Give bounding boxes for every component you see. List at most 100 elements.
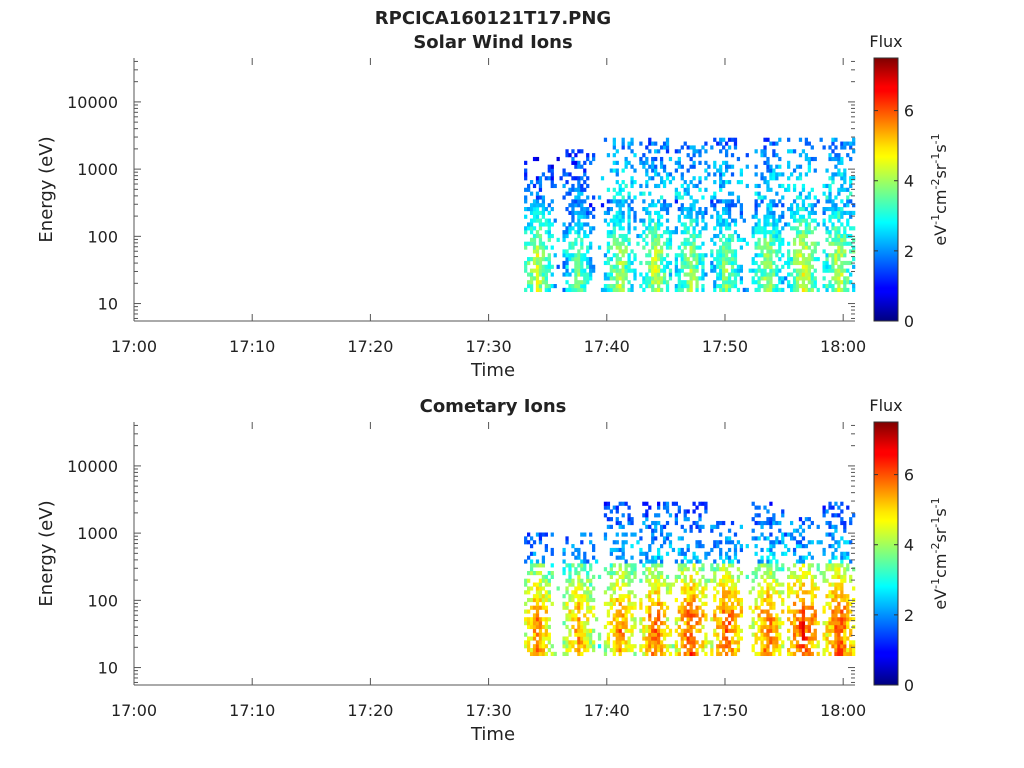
spectrogram-cell <box>686 260 690 266</box>
spectrogram-cell <box>550 551 554 556</box>
spectrogram-cell <box>837 648 841 653</box>
spectrogram-cell <box>727 563 732 568</box>
spectrogram-cell <box>843 624 847 630</box>
spectrogram-cell <box>804 517 809 522</box>
spectrogram-cell <box>686 594 690 599</box>
spectrogram-cell <box>837 601 841 606</box>
spectrogram-cell <box>674 644 678 649</box>
spectrogram-cell <box>733 260 738 266</box>
spectrogram-cell <box>831 536 835 541</box>
spectrogram-cell <box>724 578 729 583</box>
spectrogram-cell <box>843 176 847 181</box>
spectrogram-cell <box>819 540 823 545</box>
spectrogram-cell <box>665 520 670 526</box>
spectrogram-cell <box>807 648 811 653</box>
spectrogram-cell <box>807 214 811 219</box>
spectrogram-cell <box>727 241 732 246</box>
spectrogram-cell <box>772 571 776 576</box>
spectrogram-cell <box>781 590 785 595</box>
spectrogram-cell <box>810 590 814 595</box>
spectrogram-cell <box>852 257 856 262</box>
spectrogram-cell <box>624 609 628 614</box>
spectrogram-cell <box>665 207 670 212</box>
spectrogram-cell <box>586 260 590 266</box>
spectrogram-cell <box>837 567 841 572</box>
spectrogram-cell <box>804 137 809 142</box>
spectrogram-cell <box>621 648 625 653</box>
spectrogram-cell <box>686 586 690 591</box>
spectrogram-cell <box>532 156 537 162</box>
spectrogram-cell <box>846 605 850 610</box>
spectrogram-cell <box>562 636 566 641</box>
spectrogram-cell <box>724 571 729 576</box>
spectrogram-cell <box>810 156 814 162</box>
spectrogram-cell <box>677 284 681 289</box>
spectrogram-cell <box>754 272 758 277</box>
spectrogram-cell <box>535 176 540 181</box>
spectrogram-cell <box>577 218 581 223</box>
spectrogram-cell <box>852 513 856 518</box>
spectrogram-cell <box>609 605 613 610</box>
spectrogram-cell <box>577 268 581 273</box>
spectrogram-cell <box>831 226 835 231</box>
spectrogram-cell <box>795 272 800 277</box>
spectrogram-cell <box>612 644 616 649</box>
spectrogram-cell <box>574 590 578 595</box>
spectrogram-cell <box>795 609 800 614</box>
spectrogram-cell <box>565 180 569 185</box>
spectrogram-cell <box>795 203 800 208</box>
spectrogram-cell <box>778 241 782 246</box>
spectrogram-cell <box>527 648 531 653</box>
spectrogram-cell <box>645 284 649 289</box>
spectrogram-cell <box>766 241 770 246</box>
spectrogram-cell <box>840 187 844 192</box>
spectrogram-cell <box>642 636 646 641</box>
spectrogram-cell <box>583 644 587 649</box>
spectrogram-cell <box>775 237 779 242</box>
spectrogram-cell <box>662 578 667 583</box>
spectrogram-cell <box>763 520 767 526</box>
spectrogram-cell <box>727 284 732 289</box>
spectrogram-cell <box>807 624 811 630</box>
spectrogram-cell <box>612 214 616 219</box>
spectrogram-cell <box>606 517 611 522</box>
spectrogram-cell <box>668 532 673 537</box>
spectrogram-cell <box>621 145 625 150</box>
spectrogram-cell <box>535 203 540 208</box>
spectrogram-cell <box>642 160 646 165</box>
spectrogram-cell <box>544 578 548 583</box>
spectrogram-cell <box>615 632 619 637</box>
spectrogram-cell <box>736 648 741 653</box>
spectrogram-cell <box>574 195 578 200</box>
spectrogram-cell <box>577 624 581 630</box>
spectrogram-cell <box>648 253 652 258</box>
spectrogram-cell <box>834 582 838 587</box>
spectrogram-cell <box>689 145 693 150</box>
spectrogram-cell <box>538 640 543 645</box>
spectrogram-cell <box>621 574 625 579</box>
spectrogram-cell <box>787 628 791 633</box>
spectrogram-cell <box>739 180 744 185</box>
spectrogram-cell <box>680 241 684 246</box>
spectrogram-cell <box>843 636 847 641</box>
spectrogram-cell <box>535 156 540 162</box>
spectrogram-cell <box>778 540 782 545</box>
spectrogram-cell <box>689 613 693 618</box>
spectrogram-cell <box>760 651 764 657</box>
spectrogram-cell <box>736 597 741 603</box>
spectrogram-cell <box>760 628 764 633</box>
spectrogram-cell <box>544 547 548 553</box>
spectrogram-cell <box>680 617 684 622</box>
spectrogram-cell <box>792 276 797 281</box>
spectrogram-cell <box>722 272 726 277</box>
spectrogram-cell <box>657 609 661 614</box>
spectrogram-cell <box>754 505 758 510</box>
spectrogram-cell <box>798 532 803 537</box>
spectrogram-cell <box>529 203 534 208</box>
spectrogram-cell <box>659 203 664 208</box>
spectrogram-cell <box>639 156 643 162</box>
spectrogram-cell <box>713 203 717 208</box>
spectrogram-cell <box>739 203 744 208</box>
spectrogram-cell <box>816 651 820 657</box>
spectrogram-cell <box>618 260 622 266</box>
